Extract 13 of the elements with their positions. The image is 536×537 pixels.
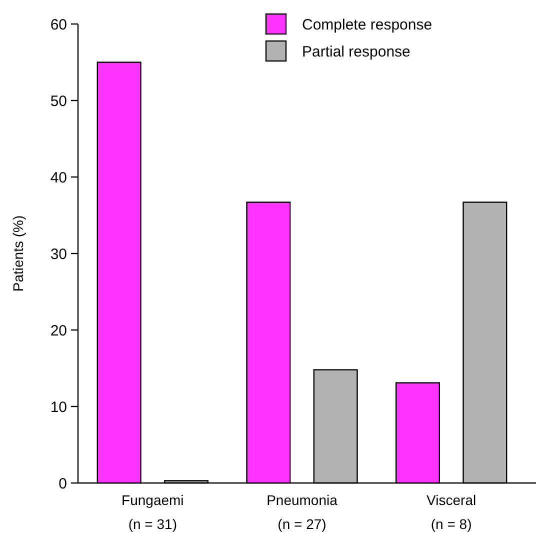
- x-tick-label: Fungaemi (n = 31): [122, 492, 184, 532]
- y-tick-label: 30: [50, 246, 67, 263]
- legend-label: Complete response: [302, 16, 432, 34]
- y-tick-label: 50: [50, 92, 67, 110]
- y-tick-label: 40: [50, 169, 67, 186]
- y-axis-title: Patients (%): [10, 215, 26, 292]
- legend-label: Partial response: [302, 43, 410, 60]
- x-tick-label: Visceral (n = 8): [426, 492, 476, 532]
- x-tick-label: Pneumonia (n = 27): [266, 492, 338, 532]
- y-tick-label: 20: [50, 322, 67, 340]
- y-tick-label: 10: [50, 398, 67, 416]
- y-tick-label: 60: [50, 16, 67, 34]
- y-tick-label: 0: [58, 475, 67, 492]
